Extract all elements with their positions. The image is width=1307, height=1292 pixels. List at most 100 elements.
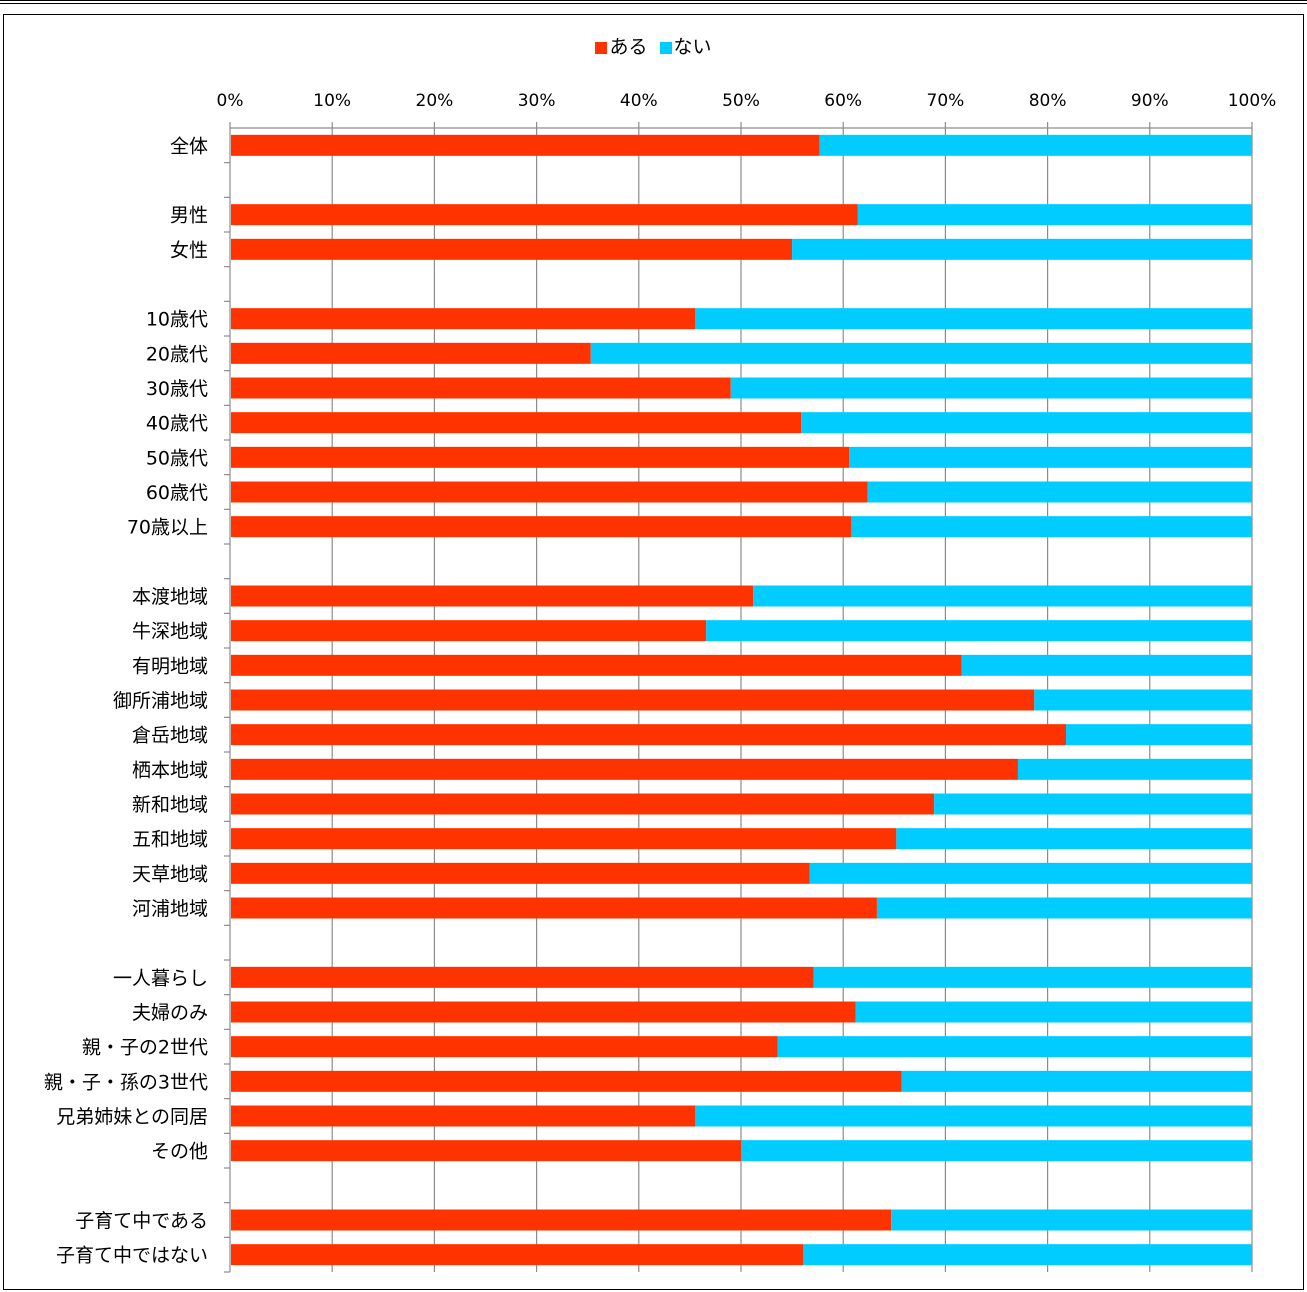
bar-nai (857, 204, 1252, 226)
category-label: 男性 (170, 205, 208, 227)
bar-aru (231, 308, 696, 330)
bar-aru (231, 724, 1066, 746)
category-label: 御所浦地域 (113, 690, 208, 712)
bar-aru (231, 1036, 778, 1058)
category-label: 河浦地域 (132, 898, 208, 920)
legend: ある ない (0, 32, 1307, 59)
bar-aru (231, 481, 868, 503)
x-tick-label: 90% (1131, 91, 1169, 111)
category-label: 兄弟姉妹との同居 (56, 1106, 208, 1128)
bar-nai (891, 1209, 1252, 1231)
bar-nai (813, 966, 1252, 988)
x-tick-label: 10% (313, 91, 351, 111)
bar-aru (231, 446, 850, 468)
bar-aru (231, 342, 591, 364)
category-label: 60歳代 (146, 482, 208, 504)
category-label: 本渡地域 (132, 586, 208, 608)
category-label: 有明地域 (132, 655, 208, 677)
bar-aru (231, 134, 820, 156)
category-label: 40歳代 (146, 413, 208, 435)
bar-nai (851, 516, 1252, 538)
category-label: 親・子の2世代 (82, 1037, 208, 1059)
top-border (0, 0, 1307, 4)
bar-aru (231, 238, 793, 260)
category-label: 牛深地域 (132, 621, 208, 643)
category-label: 一人暮らし (113, 967, 208, 989)
bar-nai (867, 481, 1252, 503)
bar-nai (901, 1070, 1252, 1092)
bar-aru (231, 412, 802, 434)
bar-nai (590, 342, 1252, 364)
bar-aru (231, 377, 731, 399)
category-label: その他 (151, 1141, 208, 1163)
bar-nai (809, 862, 1252, 884)
legend-swatch-nai (659, 42, 672, 54)
bar-aru (231, 1244, 804, 1266)
legend-swatch-aru (595, 42, 608, 54)
category-label: 子育て中である (75, 1210, 208, 1232)
category-label: 20歳代 (146, 343, 208, 365)
bar-aru (231, 585, 754, 607)
category-label: 夫婦のみ (132, 1002, 208, 1024)
category-label: 70歳以上 (127, 517, 208, 539)
bar-aru (231, 1105, 696, 1127)
bar-nai (730, 377, 1252, 399)
bar-aru (231, 966, 814, 988)
bar-nai (896, 828, 1252, 850)
bar-nai (961, 654, 1252, 676)
bar-nai (777, 1036, 1252, 1058)
bar-aru (231, 862, 810, 884)
bar-nai (741, 1140, 1252, 1162)
x-tick-label: 80% (1029, 91, 1067, 111)
x-tick-label: 30% (518, 91, 556, 111)
bar-aru (231, 758, 1018, 780)
legend-label-nai: ない (673, 36, 712, 58)
category-label: 子育て中ではない (56, 1245, 208, 1267)
bar-aru (231, 204, 858, 226)
x-tick-label: 70% (927, 91, 965, 111)
bar-aru (231, 1070, 902, 1092)
bar-nai (706, 620, 1252, 642)
x-tick-label: 0% (217, 91, 244, 111)
x-tick-label: 50% (722, 91, 760, 111)
category-label: 10歳代 (146, 309, 208, 331)
x-tick-label: 20% (416, 91, 454, 111)
legend-item-aru: ある (595, 32, 647, 59)
bar-nai (695, 1105, 1252, 1127)
x-tick-label: 100% (1228, 91, 1277, 111)
bar-nai (792, 238, 1252, 260)
category-label: 30歳代 (146, 378, 208, 400)
x-tick-label: 40% (620, 91, 658, 111)
bar-aru (231, 1001, 856, 1023)
bar-nai (819, 134, 1252, 156)
bar-nai (1034, 689, 1252, 711)
bar-aru (231, 793, 935, 815)
legend-label-aru: ある (609, 36, 648, 58)
bar-nai (876, 897, 1252, 919)
bar-nai (849, 446, 1252, 468)
bar-nai (695, 308, 1252, 330)
bar-aru (231, 516, 852, 538)
category-label: 新和地域 (132, 794, 208, 816)
legend-item-nai: ない (659, 32, 712, 59)
category-label: 女性 (170, 239, 208, 261)
bar-nai (1065, 724, 1252, 746)
category-label: 倉岳地域 (132, 725, 208, 747)
category-label: 親・子・孫の3世代 (44, 1071, 208, 1093)
bar-nai (1017, 758, 1252, 780)
category-label: 全体 (170, 135, 208, 157)
chart-frame (3, 14, 1304, 1290)
bar-aru (231, 1140, 741, 1162)
bar-aru (231, 828, 897, 850)
category-label: 栖本地域 (132, 759, 208, 781)
bar-aru (231, 620, 707, 642)
category-label: 天草地域 (132, 863, 208, 885)
x-tick-label: 60% (824, 91, 862, 111)
bar-nai (753, 585, 1252, 607)
category-label: 五和地域 (132, 829, 208, 851)
bar-aru (231, 654, 962, 676)
bar-nai (803, 1244, 1252, 1266)
category-label: 50歳代 (146, 447, 208, 469)
bar-aru (231, 897, 877, 919)
